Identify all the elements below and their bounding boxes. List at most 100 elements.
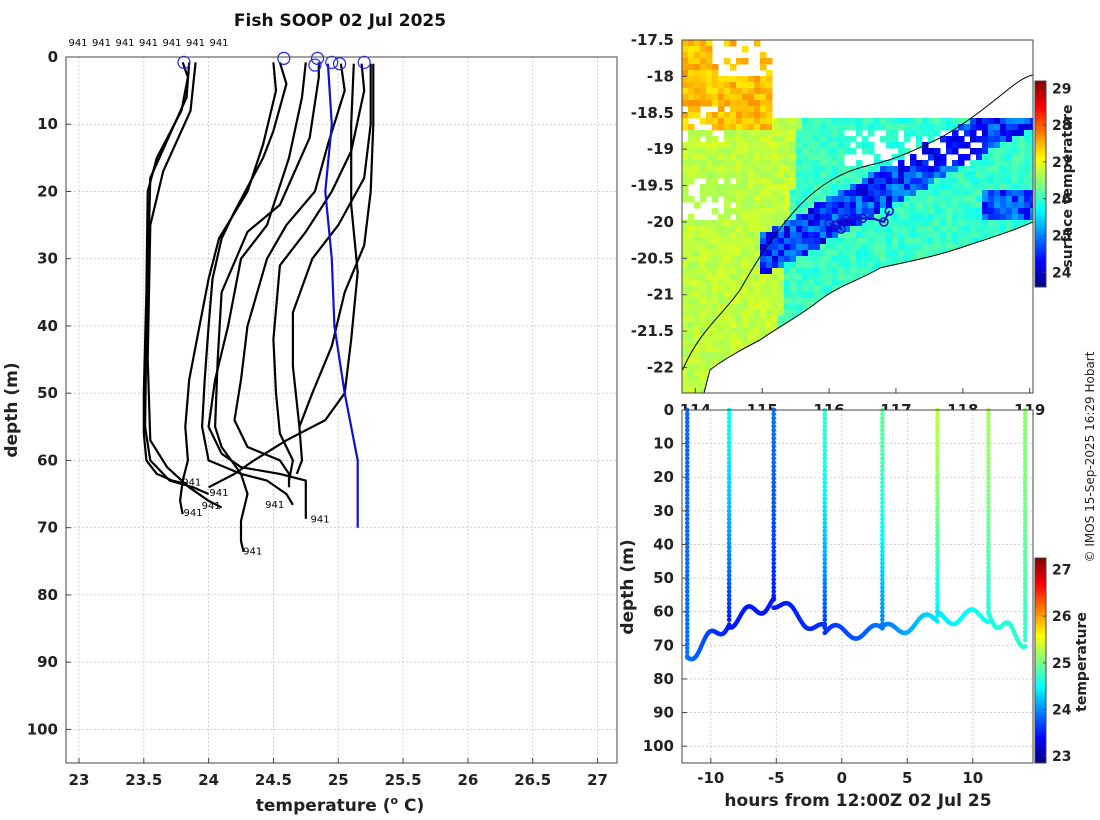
sst-cell (1000, 202, 1007, 209)
sst-cell (784, 154, 791, 161)
sst-cell (1018, 148, 1025, 155)
sst-cell (748, 304, 755, 311)
sst-cell (790, 214, 797, 221)
sst-cell (796, 310, 803, 317)
sst-cell (772, 202, 779, 209)
sst-cell (994, 214, 1001, 221)
sst-cell (694, 106, 701, 113)
temp-colorbar-band (1035, 728, 1046, 733)
profile-x-label-main: temperature ( (256, 796, 391, 816)
sst-cell (886, 238, 893, 245)
cast-dot (986, 528, 991, 534)
cast-dot (986, 577, 991, 582)
sst-cell (886, 250, 893, 257)
sst-cell (922, 208, 929, 215)
sst-cell (766, 94, 773, 101)
sst-cell (724, 130, 731, 137)
sst-cell (988, 118, 995, 125)
sst-cell (694, 76, 701, 83)
sst-cell (856, 202, 863, 209)
sst-cell (682, 178, 689, 185)
cast-dot (771, 544, 776, 550)
temp-colorbar-band (1035, 745, 1046, 750)
sst-cell (700, 52, 707, 59)
sst-cell (706, 256, 713, 263)
sst-cell (832, 160, 839, 167)
cast-dot (880, 411, 885, 417)
sst-cell (736, 262, 743, 269)
sst-cell (928, 178, 935, 185)
sst-cell (784, 286, 791, 293)
sst-cell (880, 178, 887, 185)
sst-cell (868, 196, 875, 203)
cast-dot (1022, 448, 1028, 453)
cast-dot (935, 577, 940, 582)
sst-cell (904, 214, 911, 221)
cast-dot (822, 496, 828, 502)
sst-cell (778, 208, 785, 215)
sst-cell (802, 274, 809, 281)
sst-cell (916, 184, 923, 191)
sst-cell (724, 316, 731, 323)
cast-dot (880, 456, 885, 461)
sst-cell (688, 328, 695, 335)
cast-dot (1022, 589, 1028, 594)
sst-cell (916, 130, 923, 137)
sst-cell (814, 172, 821, 179)
sst-cell (754, 196, 761, 203)
sst-cell (988, 160, 995, 167)
sst-cell (916, 172, 923, 179)
sst-cell (700, 40, 707, 47)
sst-colorbar-band (1035, 105, 1046, 109)
sst-cell (796, 220, 803, 227)
cast-dot (684, 468, 690, 473)
sst-cell (706, 136, 713, 143)
sst-cell (946, 136, 953, 143)
cast-dot (880, 512, 885, 518)
sst-cell (982, 148, 989, 155)
sst-cell (784, 196, 791, 203)
sst-cell (826, 124, 833, 131)
map-frame (681, 39, 1034, 394)
sst-cell (958, 202, 965, 209)
cast-dot (935, 444, 940, 449)
cast-dot (822, 520, 828, 526)
cast-dot (880, 540, 885, 546)
sst-cell (886, 196, 893, 203)
sst-cell (904, 166, 911, 173)
sst-cell (736, 256, 743, 263)
sst-cell (712, 70, 719, 77)
sst-cell (976, 226, 983, 233)
sst-cell (688, 292, 695, 299)
sst-cell (700, 64, 707, 71)
cast-dot (771, 435, 776, 441)
sst-cell (790, 310, 797, 317)
sst-cell (784, 118, 791, 125)
sst-cell (1024, 208, 1031, 215)
sst-cell (964, 220, 971, 227)
sst-cell (802, 148, 809, 155)
sst-cell (874, 118, 881, 125)
sst-cell (814, 226, 821, 233)
sst-cell (760, 124, 767, 131)
cast-dot (935, 496, 940, 502)
cast-dot (771, 423, 776, 429)
sst-cell (808, 154, 815, 161)
sst-cell (784, 178, 791, 185)
sst-cell (688, 322, 695, 329)
sst-cell (730, 274, 737, 281)
temp-colorbar-band (1035, 585, 1046, 590)
temp-colorbar-band (1035, 629, 1046, 634)
sst-cell (682, 298, 689, 305)
cast-dot (880, 492, 885, 498)
temp-colorbar-tick-label: 23 (1052, 749, 1071, 765)
cast-dot (1022, 411, 1028, 417)
map-y-tick-label: -19 (647, 140, 674, 158)
sst-cell (976, 190, 983, 197)
sst-cell (922, 178, 929, 185)
sst-cell (706, 250, 713, 257)
sst-cell (1000, 154, 1007, 161)
sst-cell (766, 286, 773, 293)
sst-cell (988, 190, 995, 197)
